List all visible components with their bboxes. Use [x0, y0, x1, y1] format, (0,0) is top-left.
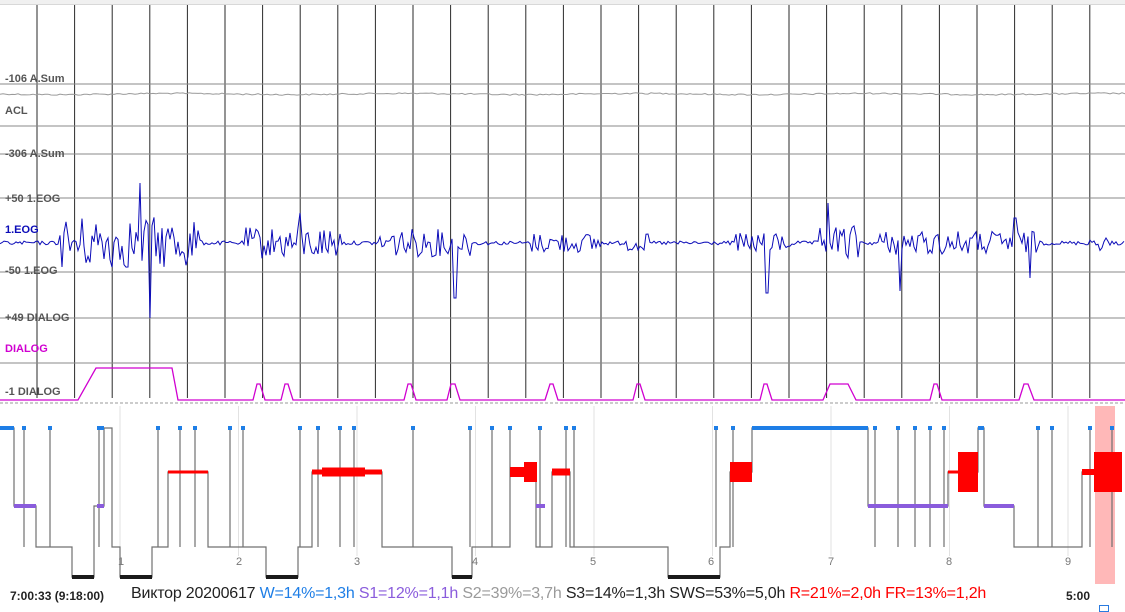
s3-segment — [120, 575, 152, 579]
hypnogram[interactable]: 1 2 3 4 5 6 7 8 9 — [0, 406, 1125, 584]
rem-stat: R=21%=2,0h — [789, 585, 881, 602]
hypnogram-stage-line — [0, 427, 1122, 578]
dialog-channel-label[interactable]: DIALOG — [5, 343, 48, 355]
eog-top-label: +50 1.EOG — [5, 193, 61, 205]
wake-marker — [1110, 426, 1114, 430]
wake-marker — [731, 426, 735, 430]
wake-marker — [896, 426, 900, 430]
wake-marker — [316, 426, 320, 430]
wake-markers — [0, 426, 1114, 430]
dialog-trace — [0, 367, 1125, 401]
s3-segment — [668, 575, 720, 579]
wake-marker — [156, 426, 160, 430]
dialog-bottom-label: -1 DIALOG — [5, 386, 61, 398]
wake-marker — [22, 426, 26, 430]
dialog-top-label: +49 DIALOG — [5, 312, 70, 324]
wake-marker — [564, 426, 568, 430]
current-position-band[interactable] — [1095, 406, 1115, 584]
hour-tick: 8 — [946, 556, 952, 568]
asum-top-label: -106 A.Sum — [5, 73, 65, 85]
wake-marker — [228, 426, 232, 430]
s1-segment — [868, 504, 948, 508]
wake-marker — [97, 426, 101, 430]
wake-marker — [338, 426, 342, 430]
wake-marker — [1088, 426, 1092, 430]
wake-marker — [241, 426, 245, 430]
wake-marker — [178, 426, 182, 430]
hour-tick: 4 — [472, 556, 478, 568]
s3-markers — [72, 575, 720, 579]
s1-markers — [14, 504, 1014, 508]
s3-sws-stat: S3=14%=1,3h SWS=53%=5,0h — [565, 585, 786, 602]
acl-channel-label[interactable]: ACL — [5, 105, 28, 117]
rem-segment — [730, 462, 752, 482]
status-bar: 7:00:33 (9:18:00) Виктор 20200617 W=14%=… — [0, 584, 1125, 608]
menu-bar: FileSignalsAnalysisHypnogramToolsMontage… — [0, 0, 1125, 5]
hour-tick: 6 — [708, 556, 714, 568]
s1-segment — [14, 504, 36, 508]
start-time: 7:00:33 (9:18:00) — [10, 589, 105, 603]
eog-channel-label[interactable]: 1.EOG — [5, 224, 39, 236]
wake-marker — [48, 426, 52, 430]
wake-marker — [538, 426, 542, 430]
hour-tick: 9 — [1065, 556, 1071, 568]
time-grid — [36, 5, 1091, 398]
s1-segment — [536, 504, 545, 508]
wake-marker — [942, 426, 946, 430]
wake-stat: W=14%=1,3h — [259, 585, 355, 602]
rem-segment — [322, 467, 365, 477]
s1-stat: S1=12%=1,1h — [358, 585, 459, 602]
s1-segment — [97, 504, 104, 508]
wake-marker — [193, 426, 197, 430]
subject-name: Виктор 20200617 — [131, 585, 256, 602]
wake-marker — [928, 426, 932, 430]
signal-traces-panel — [0, 5, 1125, 404]
amplitude-grid — [0, 83, 1125, 364]
rem-segment — [524, 462, 537, 482]
wake-marker — [298, 426, 302, 430]
hour-tick: 5 — [590, 556, 596, 568]
wake-marker — [1036, 426, 1040, 430]
scrollbar-thumb[interactable] — [1099, 605, 1109, 612]
asum-bottom-label: -306 A.Sum — [5, 148, 65, 160]
wake-marker — [352, 426, 356, 430]
wake-marker — [873, 426, 877, 430]
hypnogram-hour-grid — [119, 406, 1069, 556]
wake-segment — [0, 426, 14, 430]
wake-marker — [411, 426, 415, 430]
hour-tick: 2 — [236, 556, 242, 568]
rem-segment — [1094, 452, 1122, 492]
wake-marker — [913, 426, 917, 430]
stage-summary: Виктор 20200617 W=14%=1,3h S1=12%=1,1h S… — [131, 585, 986, 603]
s3-segment — [452, 575, 472, 579]
wake-marker — [1050, 426, 1054, 430]
rem-segment — [552, 468, 570, 476]
s3-segment — [72, 575, 94, 579]
hour-tick: 1 — [118, 556, 124, 568]
eog-bottom-label: -50 1.EOG — [5, 265, 58, 277]
eog-trace — [0, 182, 1125, 319]
s2-stat: S2=39%=3,7h — [462, 585, 562, 602]
acl-trace — [0, 92, 1125, 96]
hour-tick: 7 — [828, 556, 834, 568]
s3-segment — [266, 575, 298, 579]
fr-stat: FR=13%=1,2h — [885, 585, 987, 602]
wake-segment — [752, 426, 868, 430]
end-time: 5:00 — [1066, 589, 1091, 603]
wake-marker — [714, 426, 718, 430]
wake-marker — [468, 426, 472, 430]
wake-marker — [508, 426, 512, 430]
s1-segment — [984, 504, 1014, 508]
rem-segment — [168, 470, 208, 474]
wake-marker — [572, 426, 576, 430]
wake-segment — [978, 426, 984, 430]
rem-segment — [958, 452, 978, 492]
hour-tick: 3 — [354, 556, 360, 568]
rem-segment — [510, 467, 536, 477]
hour-tick-labels: 1 2 3 4 5 6 7 8 9 — [118, 556, 1071, 568]
rem-markers — [168, 452, 1122, 492]
wake-marker — [490, 426, 494, 430]
